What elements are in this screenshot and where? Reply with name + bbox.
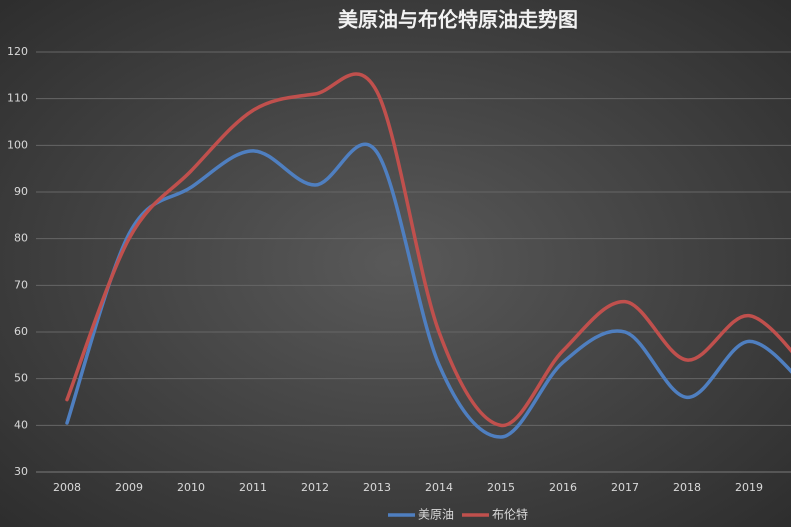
y-tick-label: 120: [7, 45, 28, 58]
series-line: [65, 72, 791, 428]
y-tick-label: 80: [14, 232, 28, 245]
x-tick-label: 2017: [611, 481, 639, 494]
series-line: [65, 142, 791, 439]
x-tick-label: 2016: [549, 481, 577, 494]
x-tick-label: 2008: [53, 481, 81, 494]
legend-label: 布伦特: [492, 507, 528, 522]
y-tick-label: 110: [7, 92, 28, 105]
x-tick-label: 2019: [735, 481, 763, 494]
x-tick-label: 2009: [115, 481, 143, 494]
x-tick-label: 2014: [425, 481, 453, 494]
chart-title: 美原油与布伦特原油走势图: [338, 8, 578, 32]
y-tick-label: 90: [14, 185, 28, 198]
y-tick-label: 50: [14, 372, 28, 385]
x-tick-label: 2013: [363, 481, 391, 494]
y-tick-label: 60: [14, 325, 28, 338]
x-tick-label: 2018: [673, 481, 701, 494]
legend-label: 美原油: [418, 508, 454, 522]
y-tick-label: 70: [14, 278, 28, 291]
x-tick-label: 2011: [239, 481, 267, 494]
y-tick-label: 40: [14, 418, 28, 431]
x-tick-label: 2012: [301, 481, 329, 494]
x-tick-label: 2015: [487, 481, 515, 494]
x-tick-label: 2010: [177, 481, 205, 494]
y-tick-label: 30: [14, 465, 28, 478]
y-tick-label: 100: [7, 138, 28, 151]
